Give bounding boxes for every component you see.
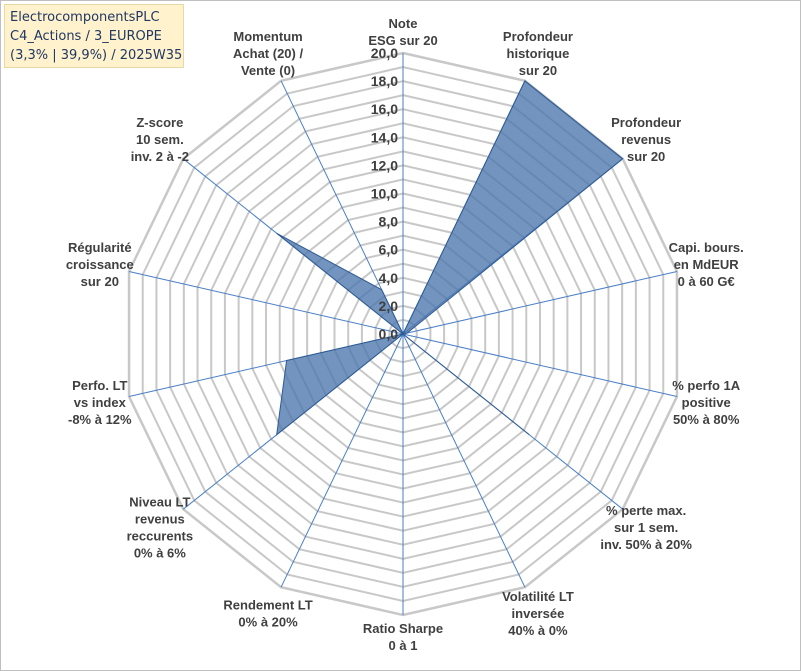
radar-tick-label: 10,0 xyxy=(371,186,398,202)
radar-tick-label: 14,0 xyxy=(371,129,398,145)
radar-axis-label: Rendement LT 0% à 20% xyxy=(223,598,312,630)
radar-tick-label: 18,0 xyxy=(371,73,398,89)
radar-axis-label: Z-score 10 sem. inv. 2 à -2 xyxy=(131,115,189,164)
radar-axis-label: Profondeur historique sur 20 xyxy=(503,29,573,78)
radar-spoke xyxy=(402,270,678,335)
radar-tick-label: 2,0 xyxy=(379,298,399,314)
title-line-category: C4_Actions / 3_EUROPE xyxy=(10,29,162,44)
title-line-company: ElectrocomponentsPLC xyxy=(10,10,160,25)
radar-spoke xyxy=(402,333,678,398)
radar-axis-label: Perfo. LT vs index -8% à 12% xyxy=(68,378,132,427)
radar-tick-labels: 0,0 2,0 4,0 6,0 8,0 10,0 12,0 14,0 16,0 18,0 20,0 xyxy=(371,45,398,342)
radar-series-area xyxy=(276,80,624,436)
radar-axis-label: Ratio Sharpe 0 à 1 xyxy=(363,621,443,653)
radar-axis-label: Régularité croissance sur 20 xyxy=(66,240,134,289)
radar-tick-label: 4,0 xyxy=(379,270,399,286)
radar-spoke xyxy=(280,333,404,588)
radar-tick-label: 6,0 xyxy=(379,242,399,258)
radar-axis-label: Profondeur revenus sur 20 xyxy=(611,115,681,164)
radar-axis-label: % perfo 1A positive 50% à 80% xyxy=(672,378,741,427)
radar-tick-label: 16,0 xyxy=(371,101,398,117)
radar-axis-label: Capi. bours. en MdEUR 0 à 60 G€ xyxy=(669,240,744,289)
radar-series xyxy=(276,80,624,436)
radar-tick-label: 12,0 xyxy=(371,157,398,173)
radar-tick-label: 20,0 xyxy=(371,45,398,61)
radar-tick-label: 8,0 xyxy=(379,214,399,230)
title-line-stats: (3,3% | 39,9%) / 2025W35 xyxy=(10,48,183,63)
radar-spoke xyxy=(128,270,404,335)
radar-axis-label: % perte max. sur 1 sem. inv. 50% à 20% xyxy=(600,503,692,552)
radar-axis-label: Niveau LT revenus reccurents 0% à 6% xyxy=(127,494,193,560)
radar-axis-label: Volatilité LT inversée 40% à 0% xyxy=(502,589,574,638)
radar-spoke xyxy=(402,333,526,588)
chart-title-box: ElectrocomponentsPLC C4_Actions / 3_EURO… xyxy=(4,4,184,68)
radar-axis-labels: Note ESG sur 20 Profondeur historique sur 20… xyxy=(66,16,744,653)
radar-axis-label: Momentum Achat (20) / Vente (0) xyxy=(233,29,303,78)
radar-axis-label: Note ESG sur 20 xyxy=(368,16,437,48)
radar-tick-label: 0,0 xyxy=(379,326,399,342)
